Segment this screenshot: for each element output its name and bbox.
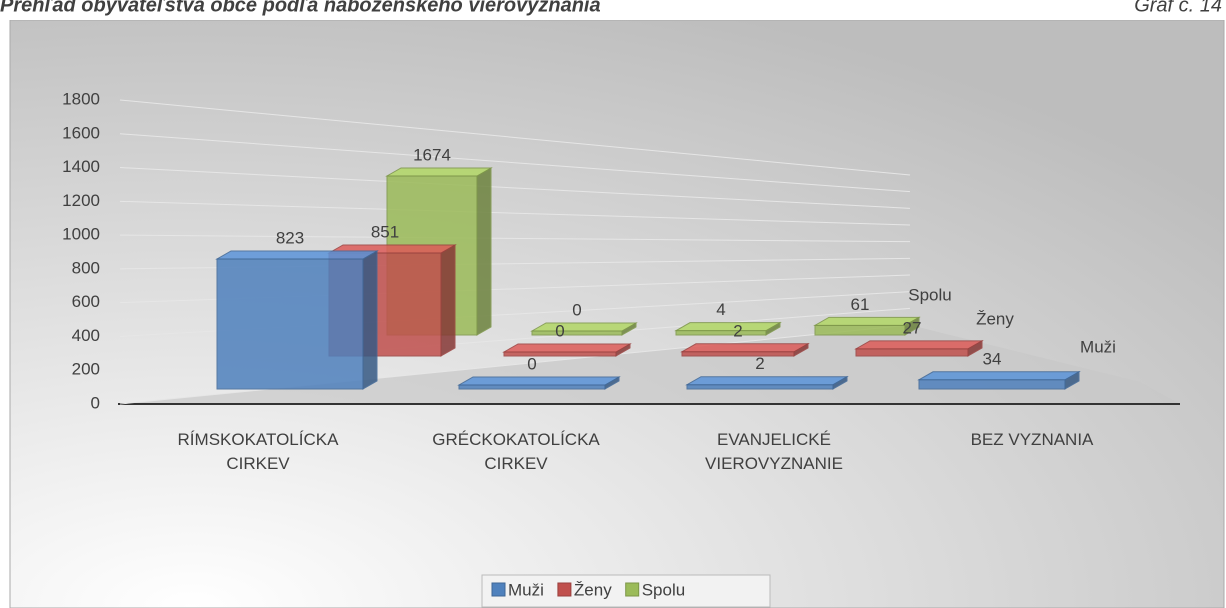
bar-top <box>385 167 493 177</box>
y-tick-label: 800 <box>72 258 100 277</box>
value-label: 2 <box>755 354 764 373</box>
bar-top <box>457 376 621 386</box>
bar <box>502 343 632 357</box>
grid-line <box>119 200 911 226</box>
y-tick-label: 400 <box>72 326 100 345</box>
bar-top <box>685 376 849 386</box>
graph-label: Graf č. 14 <box>1134 0 1222 16</box>
bar <box>457 376 621 390</box>
bar-front <box>675 330 767 336</box>
bar <box>685 375 849 390</box>
depth-label: Ženy <box>976 309 1014 328</box>
value-label: 27 <box>903 318 922 337</box>
bar <box>215 250 379 390</box>
bar-side <box>476 167 492 336</box>
y-tick-label: 600 <box>72 292 100 311</box>
value-label: 0 <box>572 300 581 319</box>
y-tick-label: 1400 <box>62 157 100 176</box>
bar-top <box>813 316 921 326</box>
bar <box>674 321 782 336</box>
x-tick-label: GRÉCKOKATOLÍCKA CIRKEV <box>432 430 600 473</box>
bar-front <box>814 324 906 336</box>
value-label: 2 <box>733 321 742 340</box>
bar <box>917 370 1081 390</box>
y-tick-label: 1800 <box>62 89 100 108</box>
bar-side <box>440 244 456 357</box>
depth-label: Muži <box>1080 337 1116 356</box>
legend-label: Ženy <box>574 580 612 599</box>
y-tick-label: 1200 <box>62 191 100 210</box>
legend-label: Spolu <box>642 580 685 599</box>
grid-line <box>119 234 911 243</box>
value-label: 4 <box>716 300 725 319</box>
bar-top <box>680 343 810 353</box>
bar-top <box>917 371 1081 381</box>
y-tick-label: 0 <box>91 393 100 412</box>
doc-title: Prehľad obyvateľstva obce podľa nábožens… <box>0 0 601 16</box>
value-label: 823 <box>276 228 304 247</box>
chart-area <box>9 19 1225 608</box>
bar-top <box>502 343 632 353</box>
bar <box>813 316 921 336</box>
bar-front <box>458 384 606 390</box>
grid-line <box>119 133 911 193</box>
value-label: 0 <box>527 354 536 373</box>
legend-swatch <box>557 582 572 597</box>
legend-swatch <box>491 582 506 597</box>
bar-front <box>503 351 617 357</box>
value-label: 0 <box>555 321 564 340</box>
x-tick-label: RÍMSKOKATOLÍCKA CIRKEV <box>177 430 339 473</box>
bar <box>854 339 984 357</box>
depth-label: Spolu <box>908 285 951 304</box>
value-label: 1674 <box>413 145 451 164</box>
legend-label: Muži <box>508 580 544 599</box>
legend-swatch <box>625 582 640 597</box>
bar <box>530 322 638 336</box>
bar-front <box>686 384 834 390</box>
bar <box>680 342 810 357</box>
grid-line <box>119 99 911 176</box>
y-tick-label: 1000 <box>62 225 100 244</box>
value-label: 851 <box>371 222 399 241</box>
bar-top <box>215 250 379 260</box>
bar-top <box>854 340 984 350</box>
value-label: 61 <box>851 295 870 314</box>
y-tick-label: 200 <box>72 360 100 379</box>
bar-front <box>681 351 795 357</box>
bar-front <box>531 330 623 336</box>
bar-top <box>530 322 638 332</box>
x-tick-label: BEZ VYZNANIA <box>970 430 1094 449</box>
grid-line <box>119 324 911 405</box>
value-label: 34 <box>983 349 1002 368</box>
bar-side <box>362 250 378 390</box>
y-tick-label: 1600 <box>62 123 100 142</box>
x-tick-label: EVANJELICKÉ VIEROVYZNANIE <box>705 430 843 473</box>
bar-top <box>674 322 782 332</box>
bar-front <box>855 348 969 357</box>
header-bg <box>0 0 1226 20</box>
bar-front <box>918 379 1066 390</box>
bar-front <box>216 258 364 390</box>
grid-line <box>119 167 911 209</box>
